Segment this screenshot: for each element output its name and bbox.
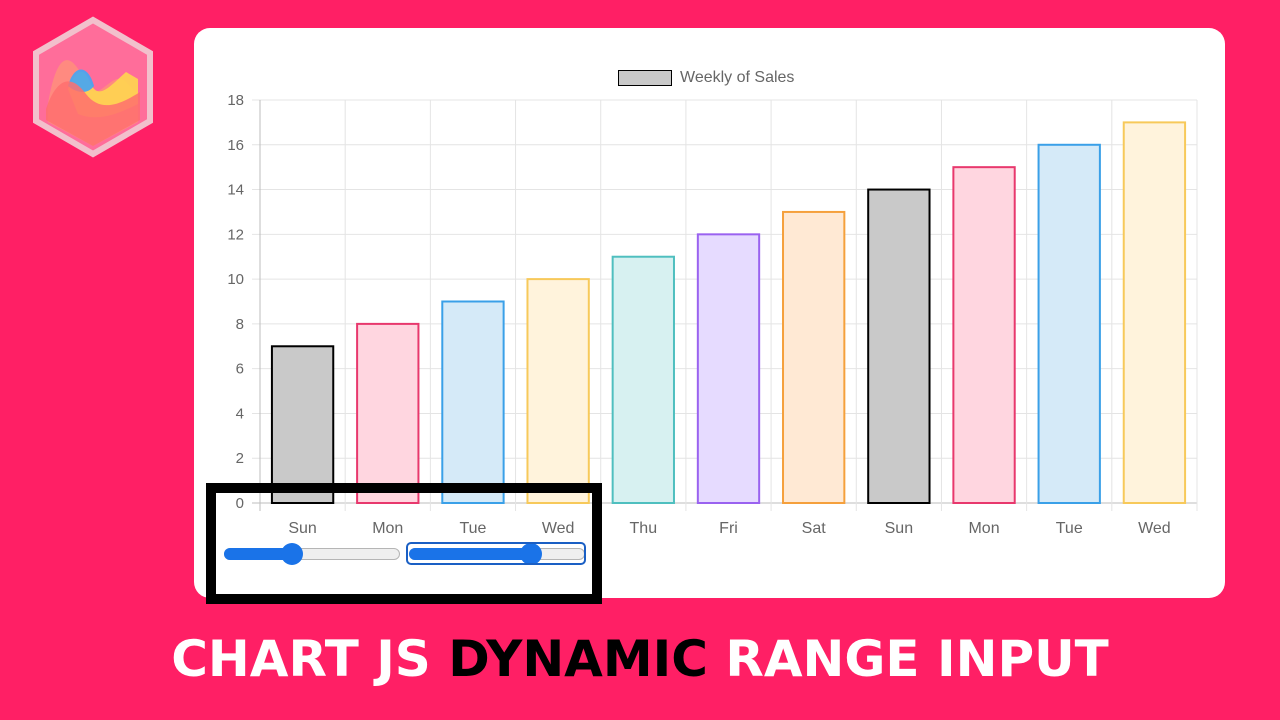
y-tick-label: 18 <box>227 92 244 109</box>
chart-card: 0 2 4 6 8 10 12 14 16 18 Sun Mon Tue Wed Thu Fri Sat Sun M… <box>194 28 1225 598</box>
y-tick-label: 2 <box>236 450 244 467</box>
chart-legend[interactable]: Weekly of Sales <box>618 68 794 88</box>
end-range-fill <box>409 548 531 560</box>
x-tick-label: Wed <box>1138 520 1171 537</box>
headline-part-1: CHART JS <box>171 630 431 688</box>
highlight-box <box>206 483 602 604</box>
bar-sun <box>867 188 931 505</box>
headline-part-2: DYNAMIC <box>448 630 708 688</box>
y-tick-label: 12 <box>227 226 244 243</box>
y-tick-label: 14 <box>227 182 244 199</box>
start-range-thumb[interactable] <box>280 543 303 565</box>
y-tick-label: 8 <box>236 316 244 333</box>
bar-sun <box>270 345 335 504</box>
x-tick-label: Sun <box>885 520 913 537</box>
x-tick-label: Sun <box>288 520 316 537</box>
start-range-slider[interactable] <box>224 543 400 565</box>
y-tick-label: 10 <box>227 271 244 288</box>
bar-wed <box>526 278 590 504</box>
bar-sat <box>782 210 846 504</box>
start-range-fill <box>224 548 291 560</box>
x-tick-label: Fri <box>719 520 738 537</box>
y-tick-label: 4 <box>236 405 244 422</box>
y-tick-label: 6 <box>236 361 244 378</box>
bar-thu <box>611 255 675 504</box>
bar-tue <box>441 300 505 504</box>
x-tick-label: Thu <box>630 520 658 537</box>
bar-mon <box>356 322 420 504</box>
bar-mon <box>952 166 1016 505</box>
y-tick-label: 0 <box>236 495 244 512</box>
video-headline: CHART JS DYNAMIC RANGE INPUT <box>0 630 1280 688</box>
y-tick-label: 16 <box>227 137 244 154</box>
end-range-slider[interactable] <box>409 543 585 565</box>
slider-focus-ring <box>406 542 586 565</box>
legend-label: Weekly of Sales <box>680 69 795 86</box>
x-tick-label: Mon <box>372 520 403 537</box>
bar-fri <box>696 233 761 504</box>
bar-chart: 0 2 4 6 8 10 12 14 16 18 Sun Mon Tue Wed Thu Fri Sat Sun M… <box>227 92 1198 537</box>
headline-part-3: RANGE INPUT <box>725 630 1109 688</box>
x-tick-label: Tue <box>459 520 486 537</box>
end-range-thumb[interactable] <box>520 543 543 565</box>
x-tick-label: Sat <box>802 520 827 537</box>
bar-wed <box>1122 121 1187 504</box>
legend-swatch <box>618 70 672 86</box>
x-tick-label: Wed <box>542 520 575 537</box>
x-tick-label: Tue <box>1056 520 1083 537</box>
x-tick-label: Mon <box>968 520 999 537</box>
bar-tue <box>1037 143 1101 505</box>
chartjs-logo <box>33 16 153 158</box>
